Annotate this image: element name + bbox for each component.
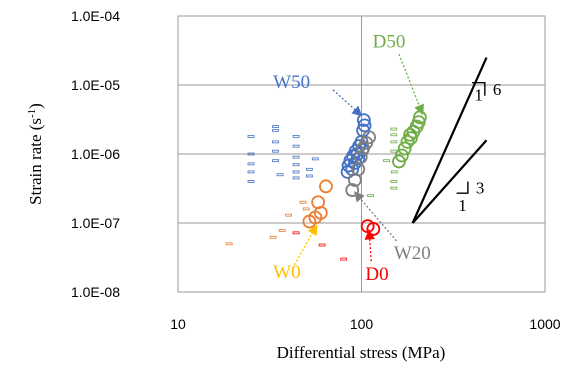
slope-triangle-3	[456, 181, 469, 194]
dash-marker	[311, 157, 319, 161]
dash-marker	[292, 170, 300, 174]
dash-marker	[367, 194, 374, 197]
x-axis-title: Differential stress (MPa)	[277, 343, 446, 362]
y-axis-title-exponent: -1	[26, 109, 38, 118]
dash-marker	[272, 125, 279, 128]
annotation-arrow	[364, 229, 375, 262]
dash-marker	[272, 140, 279, 144]
dash-marker	[299, 200, 307, 204]
dash-marker	[390, 180, 398, 183]
data-points	[302, 110, 427, 236]
data-point-d50	[400, 134, 415, 149]
annotation-arrow	[291, 224, 318, 269]
annotation-arrow	[398, 53, 425, 116]
dash-marker	[292, 144, 300, 148]
slope-line-3	[411, 139, 488, 224]
dash-marker	[292, 163, 300, 167]
dash-marker	[340, 257, 348, 261]
dash-marker	[390, 170, 398, 174]
dash-marker	[285, 213, 292, 217]
dash-marker	[269, 235, 277, 239]
dash-marker	[318, 243, 326, 247]
annotation-label-d50: D50	[373, 31, 406, 52]
annotation-label-w20: W20	[394, 243, 431, 264]
dash-marker	[305, 167, 313, 171]
dash-marker	[247, 162, 255, 166]
dash-marker	[247, 180, 255, 183]
y-tick-label: 1.0E-05	[71, 77, 120, 93]
slope-label: 3	[476, 178, 485, 197]
annotation-label-w50: W50	[273, 72, 310, 93]
slope-triangle-6	[471, 81, 486, 96]
y-axis-title-main: Strain rate (s	[26, 118, 45, 205]
dash-marker	[390, 127, 398, 131]
data-point-d50	[404, 131, 418, 145]
slope-base-label: 1	[458, 196, 467, 215]
data-point-w20	[345, 183, 360, 197]
x-tick-label: 10	[170, 316, 186, 332]
x-tick-labels: 10 100 1000	[170, 316, 561, 332]
y-tick-label: 1.0E-06	[71, 146, 120, 162]
dash-marker	[292, 231, 300, 235]
y-tick-label: 1.0E-07	[71, 215, 120, 231]
data-point-d50	[392, 154, 406, 169]
dash-marker	[292, 134, 300, 138]
dash-markers	[225, 125, 398, 261]
x-tick-label: 100	[350, 316, 374, 332]
dash-marker	[247, 170, 255, 174]
dash-marker	[276, 173, 284, 177]
x-tick-label: 1000	[529, 316, 560, 332]
y-tick-labels: 1.0E-08 1.0E-07 1.0E-06 1.0E-05 1.0E-04	[71, 8, 120, 300]
data-point-w20	[356, 141, 370, 156]
slope-label: 6	[493, 80, 502, 99]
dash-marker	[390, 140, 398, 144]
dash-marker	[247, 134, 255, 138]
y-tick-label: 1.0E-04	[71, 8, 120, 24]
y-axis-title-close: )	[26, 103, 45, 109]
dash-marker	[225, 242, 233, 246]
dash-marker	[383, 159, 390, 163]
slope-base-label: 1	[474, 86, 483, 105]
data-point-w50	[356, 113, 371, 127]
y-tick-label: 1.0E-08	[71, 284, 120, 300]
dash-marker	[292, 155, 300, 159]
annotation-label-w0: W0	[273, 262, 300, 283]
dash-marker	[247, 152, 255, 156]
plot-frame	[177, 15, 546, 293]
data-point-d50	[397, 141, 412, 156]
dash-marker	[302, 207, 310, 211]
slope-line-6	[411, 57, 488, 224]
dash-marker	[292, 176, 300, 180]
dash-marker	[390, 133, 398, 137]
annotation-arrow	[332, 89, 363, 117]
dash-marker	[390, 149, 398, 153]
data-point-w0	[319, 179, 333, 194]
y-axis-title: Strain rate (s-1)	[26, 103, 45, 205]
dash-marker	[390, 186, 398, 190]
dash-marker	[278, 229, 286, 232]
dash-marker	[272, 159, 279, 163]
data-point-d50	[406, 124, 421, 139]
dash-marker	[272, 149, 279, 153]
annotation-label-d0: D0	[365, 264, 388, 285]
annotations: W50 D50 W20 W0 D0	[273, 31, 431, 284]
dash-marker	[305, 174, 313, 178]
annotation-arrow	[354, 191, 397, 242]
dash-marker	[272, 128, 279, 132]
data-point-w20	[347, 173, 362, 187]
